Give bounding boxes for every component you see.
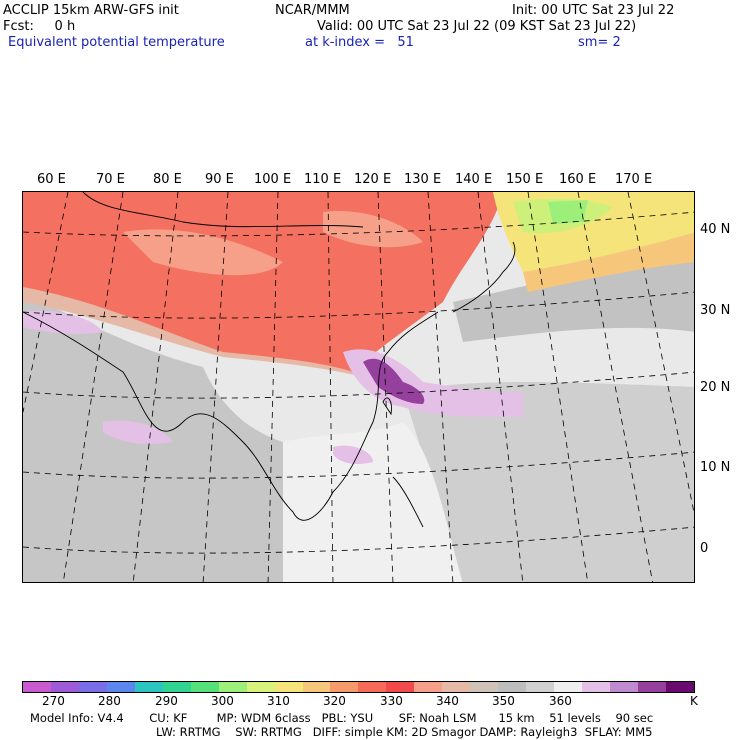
colorbar-swatch [498, 682, 527, 692]
purple-patch [23, 310, 103, 335]
colorbar-swatch [78, 682, 107, 692]
colorbar-swatch [526, 682, 555, 692]
colorbar-label: 270 [42, 694, 65, 708]
colorbar-swatch [554, 682, 583, 692]
physics-info-line: LW: RRTMG SW: RRTMG DIFF: simple KM: 2D … [156, 725, 653, 739]
colorbar-swatch [246, 682, 275, 692]
colorbar-label: 350 [492, 694, 515, 708]
lat-label: 30 N [700, 303, 731, 318]
graticule [23, 192, 694, 582]
coastlines [23, 192, 516, 528]
theta-e-map [22, 191, 695, 583]
lon-label: 60 E [37, 172, 66, 187]
lon-label: 90 E [205, 172, 234, 187]
lon-label: 170 E [615, 172, 653, 187]
lon-label: 80 E [153, 172, 182, 187]
colorbar-label: 290 [155, 694, 178, 708]
colorbar-swatch [190, 682, 219, 692]
lon-label: 100 E [254, 172, 292, 187]
colorbar-label: 330 [380, 694, 403, 708]
salmon-patches [323, 211, 423, 248]
light-tropics [283, 422, 463, 582]
lat-label: 20 N [700, 380, 731, 395]
lat-label: 0 [700, 541, 709, 556]
colorbar-label: 340 [436, 694, 459, 708]
salmon-patches [123, 229, 283, 276]
forecast-hour: Fcst: 0 h [3, 19, 76, 34]
colorbar-swatch [162, 682, 191, 692]
colorbar-label: 300 [211, 694, 234, 708]
colorbar-swatch [582, 682, 611, 692]
lon-label: 130 E [404, 172, 442, 187]
init-time: Init: 00 UTC Sat 23 Jul 22 [512, 3, 675, 18]
lon-label: 70 E [96, 172, 125, 187]
purple-patch [333, 445, 373, 465]
colorbar-swatch [23, 682, 51, 692]
colorbar-label: 360 [549, 694, 572, 708]
colorbar-swatch [386, 682, 415, 692]
colorbar-swatch [274, 682, 303, 692]
colorbar-label: 280 [98, 694, 121, 708]
lon-label: 110 E [304, 172, 342, 187]
colorbar-swatch [610, 682, 638, 692]
model-title: ACCLIP 15km ARW-GFS init [3, 3, 179, 18]
colorbar-swatch [637, 682, 666, 692]
green-core [548, 200, 588, 224]
purple-patch [103, 420, 173, 444]
colorbar [22, 681, 695, 693]
colorbar-swatch [470, 682, 499, 692]
level-index: at k-index = 51 [305, 35, 414, 50]
smoothing-label: sm= 2 [578, 35, 621, 50]
colorbar-swatch [134, 682, 163, 692]
colorbar-swatch [358, 682, 387, 692]
colorbar-label: 310 [267, 694, 290, 708]
colorbar-swatch [414, 682, 443, 692]
valid-time: Valid: 00 UTC Sat 23 Jul 22 (09 KST Sat … [317, 19, 637, 34]
colorbar-swatch [106, 682, 135, 692]
lon-label: 140 E [455, 172, 493, 187]
model-info-line: Model Info: V4.4 CU: KF MP: WDM 6class P… [30, 711, 654, 725]
colorbar-label: 320 [323, 694, 346, 708]
colorbar-swatch [442, 682, 471, 692]
colorbar-swatch [330, 682, 359, 692]
field-name: Equivalent potential temperature [8, 35, 225, 50]
lon-label: 160 E [559, 172, 597, 187]
institution-label: NCAR/MMM [275, 3, 350, 18]
colorbar-swatch [302, 682, 331, 692]
grey-ocean-field [403, 382, 694, 582]
colorbar-swatch [665, 682, 694, 692]
orange-band [523, 232, 694, 292]
lon-label: 150 E [506, 172, 544, 187]
colorbar-swatch [218, 682, 247, 692]
colorbar-swatch [50, 682, 79, 692]
lat-label: 10 N [700, 460, 731, 475]
colorbar-unit: K [690, 694, 698, 708]
lat-label: 40 N [700, 222, 731, 237]
lon-label: 120 E [354, 172, 392, 187]
